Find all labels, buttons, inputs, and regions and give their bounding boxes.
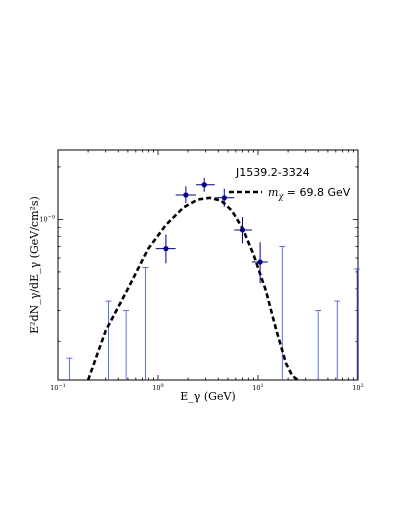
x-tick-label: 102 xyxy=(352,383,363,392)
x-tick-label: 10−1 xyxy=(50,383,66,392)
data-point xyxy=(257,259,263,265)
plot-frame xyxy=(57,149,359,381)
model-curve xyxy=(86,196,299,382)
data-point xyxy=(201,182,207,188)
legend-source-name: J1539.2-3324 xyxy=(235,166,310,179)
data-points xyxy=(155,177,268,284)
axis-ticks xyxy=(57,150,359,380)
legend: J1539.2-3324 mχ = 69.8 GeV xyxy=(229,166,351,201)
x-axis-label: E_γ (GeV) xyxy=(180,390,235,403)
y-tick-label: 10−9 xyxy=(39,214,55,223)
x-tick-label: 101 xyxy=(252,383,263,392)
x-tick-label: 100 xyxy=(152,383,163,392)
legend-model-label: mχ = 69.8 GeV xyxy=(268,186,351,201)
upper-limit-markers xyxy=(66,245,361,380)
data-point xyxy=(239,227,246,233)
data-point xyxy=(163,246,169,252)
data-point xyxy=(183,192,189,198)
y-axis-label: E²dN_γ/dE_γ (GeV/cm²s) xyxy=(28,196,41,334)
data-point xyxy=(221,195,227,201)
axis-tick-labels: 10−1 100 101 102 10−9 xyxy=(39,214,363,392)
